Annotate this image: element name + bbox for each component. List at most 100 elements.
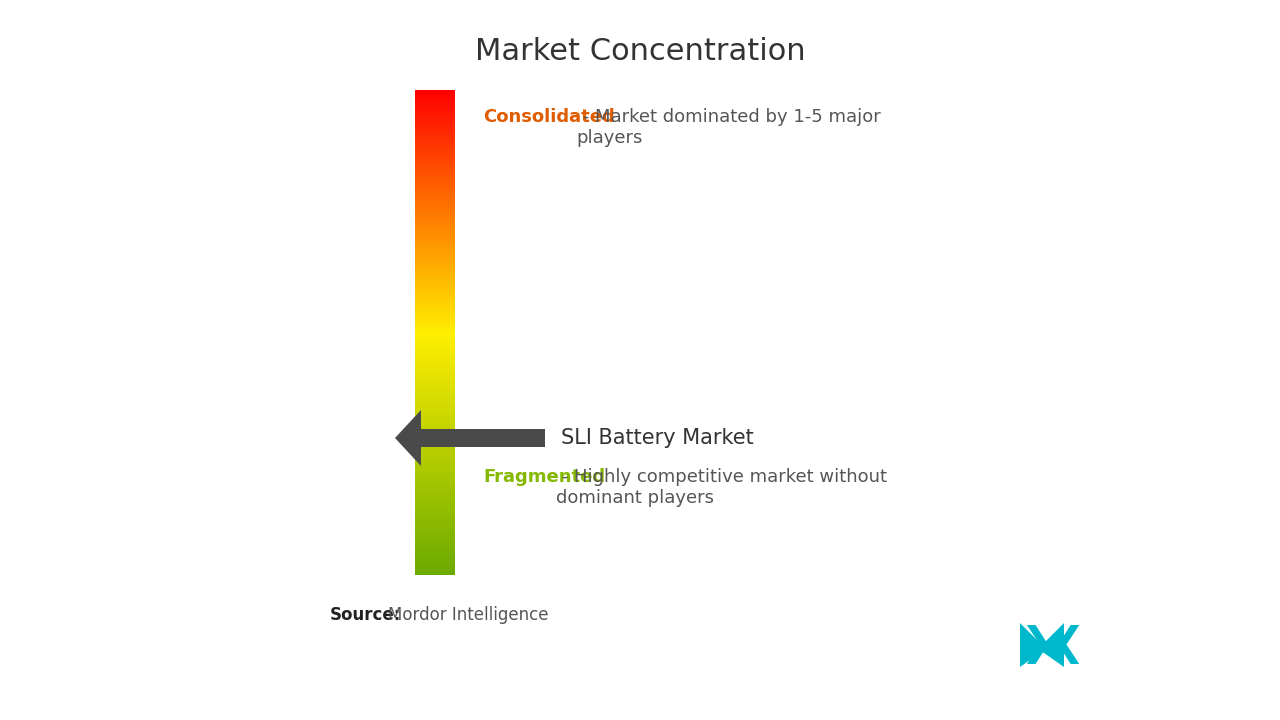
Bar: [415, 487, 454, 489]
Bar: [415, 500, 454, 501]
Bar: [415, 191, 454, 192]
Bar: [415, 336, 454, 338]
Bar: [415, 529, 454, 530]
Bar: [415, 468, 454, 469]
Bar: [415, 159, 454, 161]
Bar: [415, 354, 454, 356]
Bar: [415, 138, 454, 140]
Bar: [415, 476, 454, 477]
Bar: [415, 480, 454, 482]
Bar: [415, 153, 454, 154]
Bar: [415, 223, 454, 225]
Bar: [415, 220, 454, 221]
Bar: [415, 92, 454, 94]
Bar: [415, 478, 454, 480]
Bar: [415, 203, 454, 204]
Bar: [415, 572, 454, 574]
Bar: [415, 238, 454, 239]
Bar: [415, 523, 454, 524]
Bar: [415, 271, 454, 272]
Bar: [415, 216, 454, 217]
Text: Fragmented: Fragmented: [483, 468, 605, 486]
Bar: [415, 212, 454, 214]
Bar: [415, 569, 454, 570]
Bar: [415, 434, 454, 436]
Bar: [415, 490, 454, 491]
Bar: [415, 382, 454, 384]
Bar: [415, 477, 454, 478]
Bar: [415, 521, 454, 522]
Bar: [415, 407, 454, 408]
Bar: [415, 345, 454, 346]
Bar: [415, 299, 454, 300]
Bar: [415, 232, 454, 233]
Bar: [415, 335, 454, 336]
Bar: [415, 131, 454, 132]
Bar: [415, 556, 454, 557]
Bar: [415, 192, 454, 193]
Bar: [415, 111, 454, 112]
Bar: [415, 310, 454, 311]
Bar: [415, 300, 454, 301]
Bar: [415, 522, 454, 523]
Bar: [415, 319, 454, 320]
Text: Mordor Intelligence: Mordor Intelligence: [388, 606, 549, 624]
Bar: [415, 564, 454, 565]
Bar: [415, 317, 454, 318]
Bar: [415, 457, 454, 459]
Bar: [415, 282, 454, 283]
Bar: [415, 106, 454, 107]
Bar: [415, 114, 454, 115]
Polygon shape: [396, 410, 421, 466]
Bar: [415, 285, 454, 287]
Bar: [415, 147, 454, 148]
Bar: [415, 549, 454, 551]
Bar: [415, 420, 454, 421]
Bar: [415, 408, 454, 409]
Bar: [415, 338, 454, 340]
Bar: [415, 494, 454, 495]
Bar: [415, 454, 454, 455]
Bar: [415, 313, 454, 315]
Bar: [415, 409, 454, 410]
Bar: [415, 462, 454, 464]
Bar: [415, 297, 454, 299]
Bar: [415, 356, 454, 358]
Bar: [415, 186, 454, 187]
Bar: [415, 163, 454, 164]
Bar: [415, 491, 454, 492]
Bar: [415, 379, 454, 381]
Bar: [415, 289, 454, 290]
Bar: [415, 526, 454, 528]
Bar: [415, 551, 454, 552]
Bar: [415, 537, 454, 539]
Bar: [415, 168, 454, 170]
Bar: [415, 325, 454, 326]
Bar: [415, 233, 454, 234]
Bar: [415, 546, 454, 547]
Bar: [415, 445, 454, 446]
Bar: [415, 176, 454, 177]
Bar: [415, 244, 454, 246]
Bar: [415, 180, 454, 181]
Bar: [415, 559, 454, 560]
Bar: [415, 260, 454, 261]
Bar: [415, 528, 454, 529]
Bar: [415, 558, 454, 559]
Bar: [415, 204, 454, 205]
Bar: [415, 323, 454, 324]
Bar: [415, 165, 454, 166]
Bar: [415, 329, 454, 330]
Bar: [415, 262, 454, 264]
Bar: [415, 248, 454, 249]
Bar: [415, 90, 454, 91]
Bar: [415, 315, 454, 317]
Bar: [415, 102, 454, 104]
Bar: [415, 483, 454, 484]
Bar: [415, 272, 454, 273]
Bar: [415, 514, 454, 516]
Bar: [415, 161, 454, 163]
Bar: [415, 482, 454, 483]
Bar: [415, 348, 454, 349]
Bar: [415, 181, 454, 182]
